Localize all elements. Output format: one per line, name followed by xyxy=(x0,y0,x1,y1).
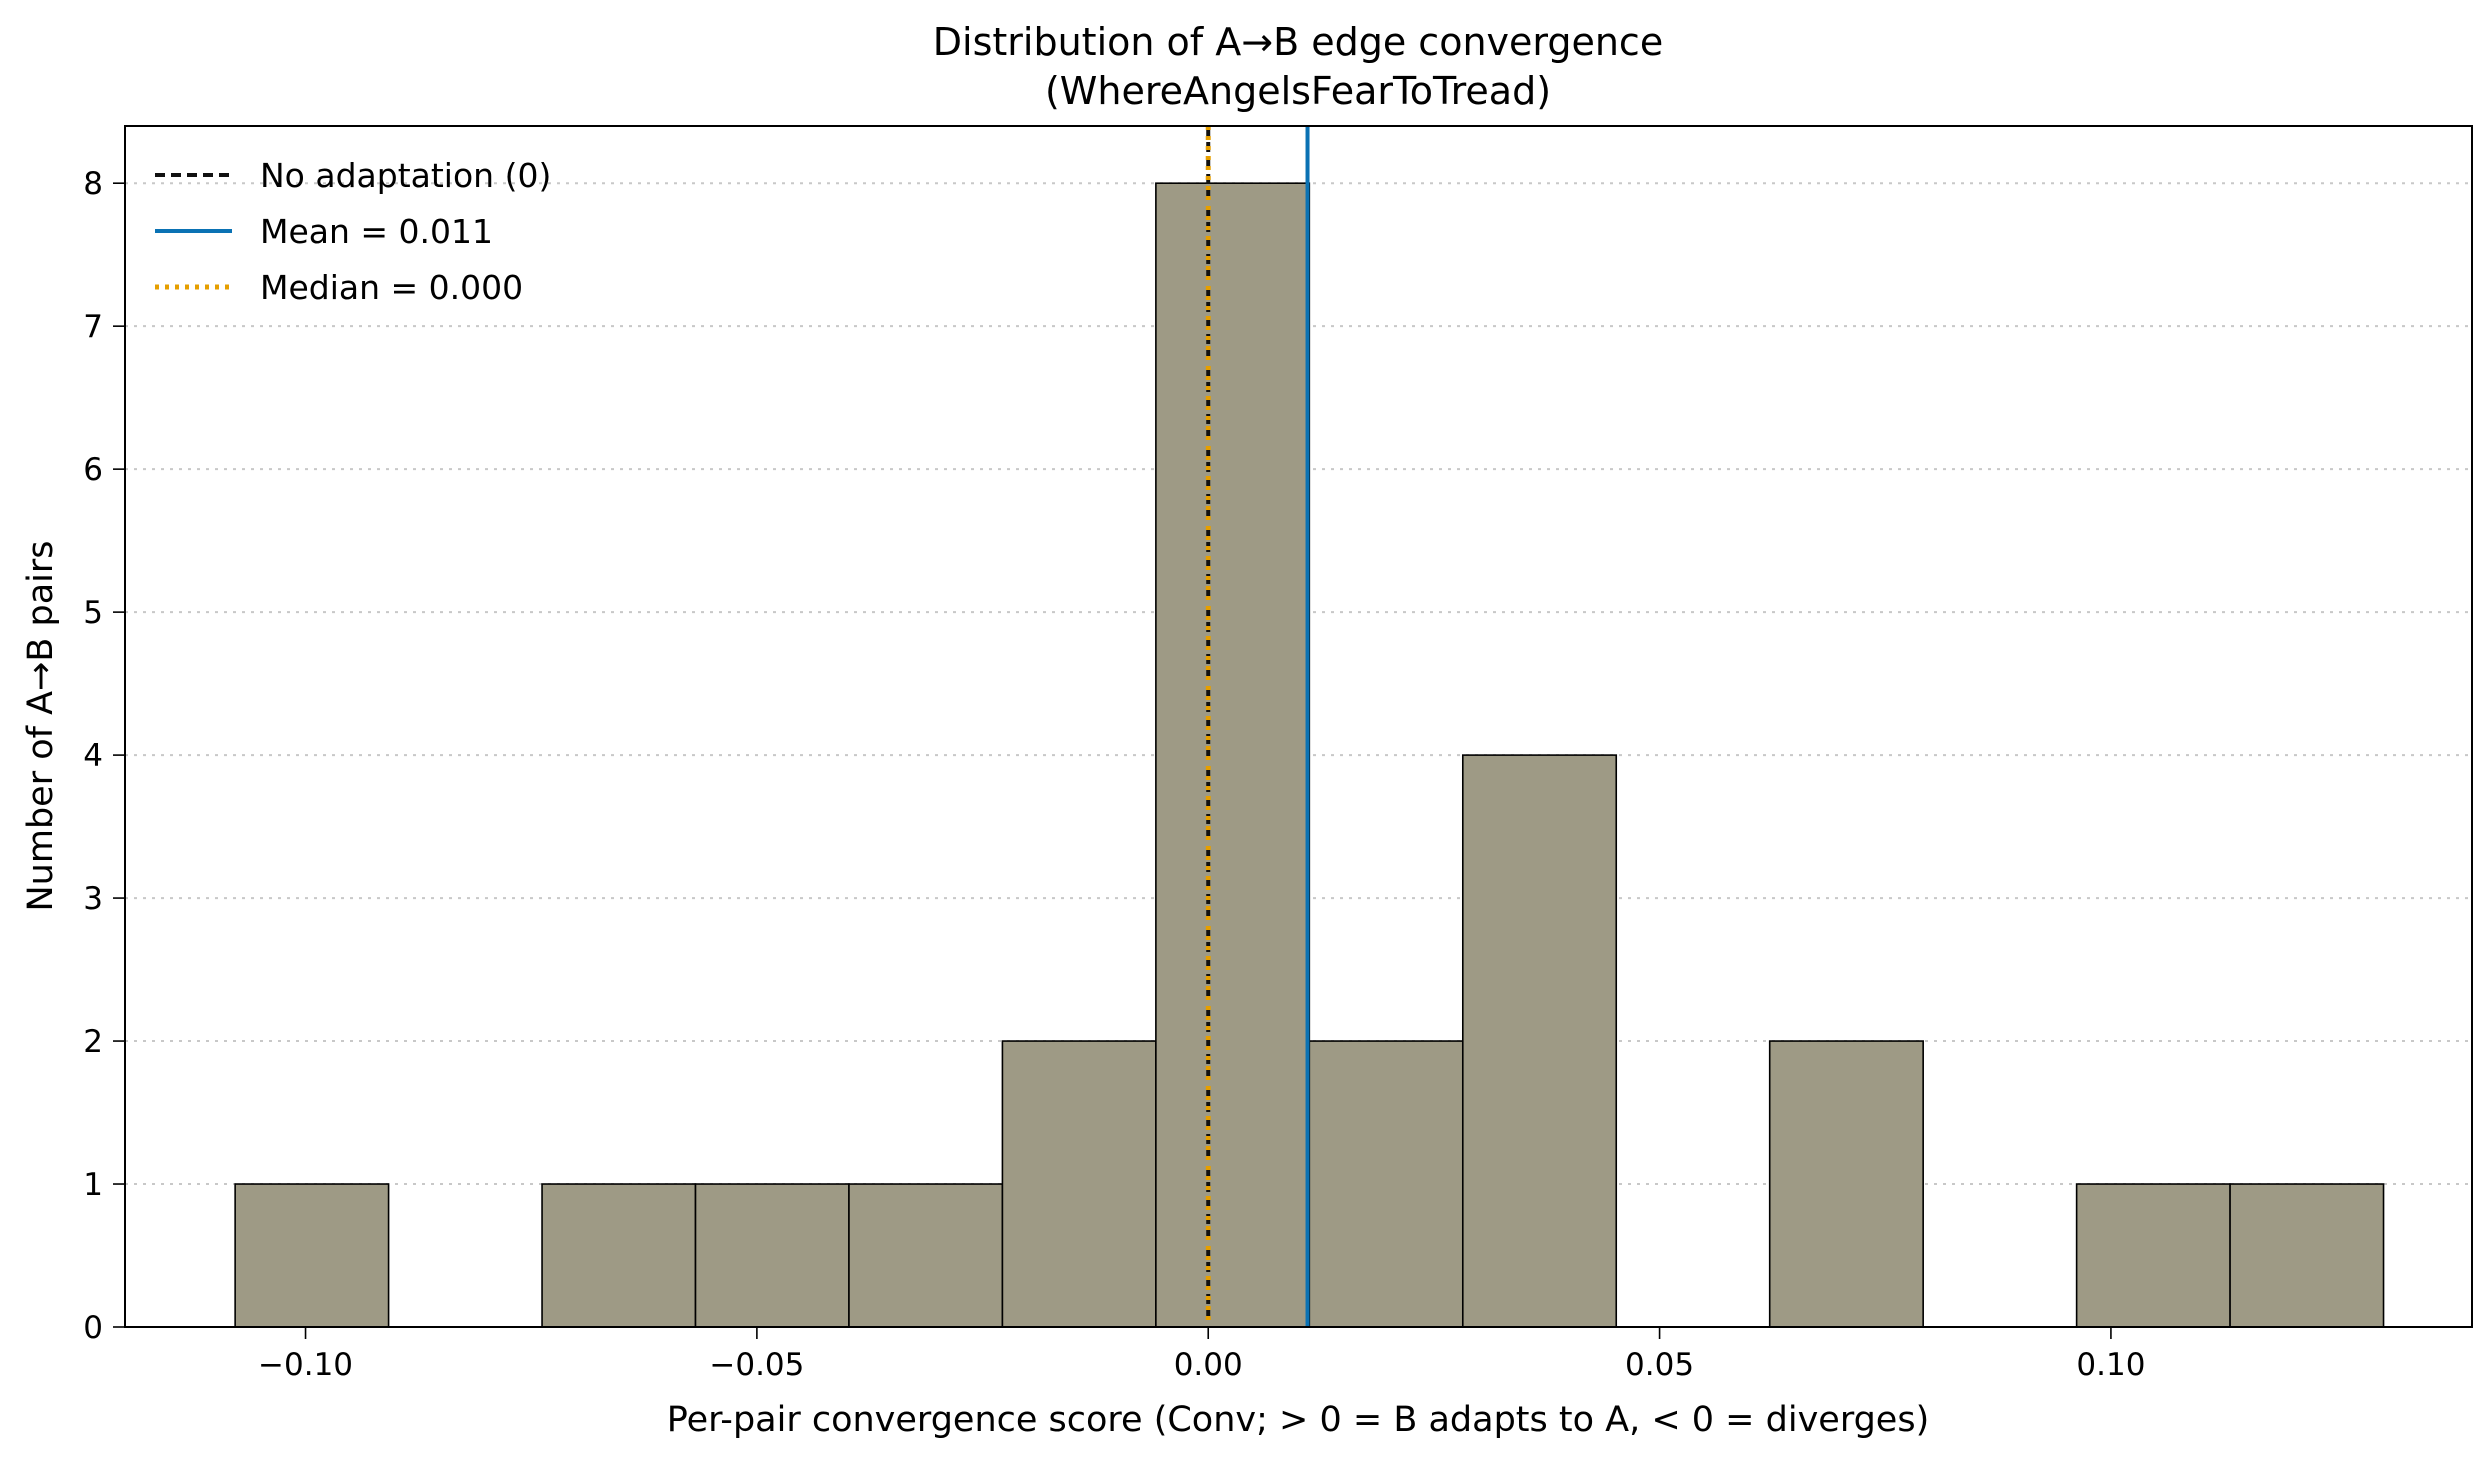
x-tick-label-2: 0.00 xyxy=(1174,1347,1243,1383)
y-tick-label-6: 6 xyxy=(83,452,103,488)
histogram-bar-8 xyxy=(1461,754,1618,1328)
histogram-bar-5 xyxy=(1001,1040,1157,1328)
x-axis-label: Per-pair convergence score (Conv; > 0 = … xyxy=(667,1400,1929,1440)
chart-title-line-2: (WhereAngelsFearToTread) xyxy=(1045,69,1551,113)
histogram-bar-7 xyxy=(1308,1040,1464,1328)
y-tick-label-3: 3 xyxy=(83,881,103,917)
y-tick-label-7: 7 xyxy=(83,309,103,345)
histogram-bar-10 xyxy=(1768,1040,1924,1328)
plot-frame xyxy=(124,125,2473,1328)
x-tick-label-4: 0.10 xyxy=(2076,1347,2145,1383)
legend-label-2: Median = 0.000 xyxy=(260,268,523,307)
histogram-bar-13 xyxy=(2229,1183,2385,1328)
legend: No adaptation (0) Mean = 0.011 Median = 0.… xyxy=(155,156,551,307)
histogram-bar-6 xyxy=(1155,182,1311,1328)
ticks-layer: −0.10 −0.05 0.00 0.05 0.10 0 1 2 3 4 5 6 7 8 xyxy=(83,166,2145,1383)
chart-title-line-1: Distribution of A→B edge convergence xyxy=(933,20,1663,64)
y-tick-label-1: 1 xyxy=(83,1167,103,1203)
y-axis-label: Number of A→B pairs xyxy=(21,540,61,911)
y-tick-label-8: 8 xyxy=(83,166,103,202)
x-tick-label-0: −0.10 xyxy=(258,1347,353,1383)
histogram-bar-12 xyxy=(2075,1183,2231,1328)
reference-lines-layer xyxy=(1205,126,1310,1327)
bars-layer xyxy=(234,182,2385,1328)
legend-label-1: Mean = 0.011 xyxy=(260,212,493,251)
y-tick-label-0: 0 xyxy=(83,1310,103,1346)
histogram-bar-3 xyxy=(694,1183,850,1328)
y-tick-label-5: 5 xyxy=(83,595,103,631)
histogram-bar-2 xyxy=(541,1183,697,1328)
x-tick-label-1: −0.05 xyxy=(709,1347,804,1383)
x-tick-label-3: 0.05 xyxy=(1625,1347,1694,1383)
histogram-bar-4 xyxy=(848,1183,1004,1328)
y-tick-label-2: 2 xyxy=(83,1024,103,1060)
y-tick-label-4: 4 xyxy=(83,738,103,774)
legend-label-0: No adaptation (0) xyxy=(260,156,551,195)
histogram-bar-0 xyxy=(234,1183,390,1328)
